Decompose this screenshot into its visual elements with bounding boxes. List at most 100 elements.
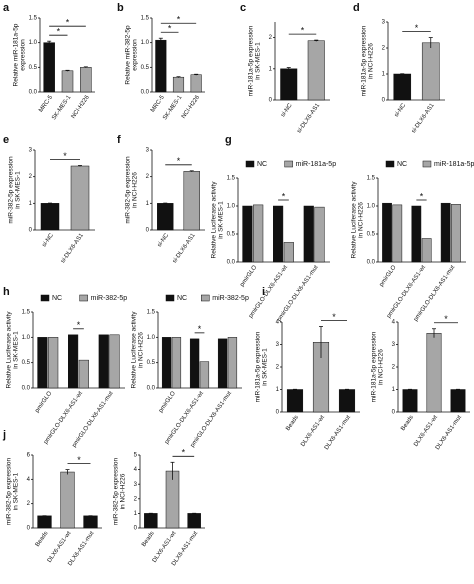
panel-label: b: [117, 2, 124, 14]
bar: [61, 70, 74, 93]
y-tick-label: 0.5: [367, 232, 376, 238]
x-tick-label: Beads: [400, 415, 415, 432]
y-axis-label: miR-382-5p expression: [125, 156, 132, 224]
bar: [80, 67, 92, 93]
panel-label: g: [225, 134, 232, 146]
bar: [338, 389, 356, 413]
significance-label: *: [63, 151, 67, 161]
bar: [451, 204, 461, 263]
x-tick-label: si-DLX6-AS1: [411, 102, 436, 134]
bar: [144, 513, 158, 529]
significance-label: *: [332, 312, 336, 322]
y-axis-label: miR-382-5p expression: [113, 458, 120, 526]
y-axis-label: in NCI-H226: [378, 349, 385, 385]
bar: [183, 171, 200, 231]
x-tick-label: DLX6-AS1-wt: [413, 414, 439, 447]
x-tick-label: si-NC: [157, 232, 171, 248]
y-tick-label: 3: [134, 482, 138, 488]
y-tick-label: 0.5: [141, 65, 150, 71]
bar: [392, 204, 403, 263]
y-tick-label: 3: [382, 20, 386, 26]
y-tick-label: 0.0: [22, 386, 31, 392]
significance-label: *: [77, 455, 81, 465]
x-tick-label: DLX6-AS1-wt: [47, 530, 73, 563]
x-tick-label: si-DLX6-AS1: [60, 232, 85, 264]
significance-label: *: [182, 448, 186, 458]
y-axis-label: Relative miR-181a-5p: [13, 23, 20, 86]
y-tick-label: 1.5: [29, 16, 38, 22]
bar: [199, 361, 210, 389]
bar: [43, 42, 55, 93]
legend-swatch: [201, 294, 210, 302]
bar: [402, 389, 418, 413]
y-axis-label: in NCI-H226: [368, 43, 375, 79]
y-axis-label: miR-181a-5p expression: [248, 25, 255, 96]
bar: [227, 337, 238, 389]
bar: [307, 40, 325, 101]
y-tick-label: 1: [269, 66, 273, 72]
bar: [242, 205, 253, 263]
y-tick-label: 0: [134, 526, 138, 532]
x-tick-label: si-NC: [41, 232, 55, 248]
y-axis-label: in SK-MES-1: [13, 472, 20, 510]
legend-swatch: [284, 160, 293, 168]
y-tick-label: 1: [276, 387, 280, 393]
y-tick-label: 3: [276, 342, 280, 348]
x-tick-label: pmirGLO: [239, 264, 258, 288]
bar: [450, 389, 466, 413]
x-tick-label: NCI-H226: [71, 94, 92, 120]
y-tick-label: 4: [276, 320, 280, 326]
legend-label: NC: [52, 295, 62, 302]
y-tick-label: 6: [27, 453, 31, 459]
legend-swatch: [422, 160, 432, 168]
y-axis-label: Relative Luciferase activity: [211, 181, 218, 259]
bar: [393, 73, 412, 101]
significance-label: *: [66, 18, 70, 28]
bar: [83, 515, 98, 529]
bar: [253, 204, 264, 263]
x-tick-label: si-DLX6-AS1: [172, 232, 197, 264]
bar: [37, 515, 52, 529]
y-tick-label: 2: [146, 174, 150, 180]
y-tick-label: 0.5: [147, 360, 156, 366]
legend-swatch: [385, 160, 395, 168]
y-axis-label: in SK-MES-1: [13, 331, 20, 369]
bar: [382, 202, 392, 263]
y-axis-label: in SK-MES-1: [262, 348, 269, 386]
bar: [60, 471, 75, 529]
significance-label: *: [420, 191, 424, 201]
y-axis-label: miR-382-5p expression: [8, 156, 15, 224]
bar: [190, 74, 202, 93]
x-tick-label: MRC-5: [38, 94, 54, 114]
bar: [40, 203, 60, 231]
significance-label: *: [444, 314, 448, 324]
y-tick-label: 1.0: [141, 40, 150, 46]
y-tick-label: 2: [27, 501, 31, 507]
x-tick-label: Beads: [285, 415, 300, 432]
y-tick-label: 1.5: [227, 176, 236, 182]
x-tick-label: pmirGLO: [379, 264, 398, 288]
y-tick-label: 0.0: [147, 386, 156, 392]
bar: [161, 337, 172, 389]
y-axis-label: Relative miR-382-5p: [125, 25, 132, 85]
y-tick-label: 0: [269, 98, 273, 104]
y-tick-label: 0.0: [367, 260, 376, 266]
y-axis-label: miR-382-5p expression: [6, 458, 13, 526]
x-tick-label: Beads: [141, 531, 156, 548]
y-tick-label: 1.5: [147, 310, 156, 316]
bar: [172, 76, 185, 93]
legend-label: miR-181a-5p: [434, 161, 474, 168]
x-tick-label: pmirGLO: [34, 390, 53, 414]
bar: [78, 359, 89, 389]
x-tick-label: NCI-H226: [181, 94, 202, 120]
y-axis-label: Relative Luciferase activity: [351, 181, 358, 259]
bar: [421, 238, 432, 263]
y-tick-label: 1.5: [141, 16, 150, 22]
bar: [283, 242, 294, 263]
y-axis-label: in NCI-H226: [120, 473, 127, 509]
x-tick-label: DLX6-AS1-wt: [300, 414, 326, 447]
y-tick-label: 1: [29, 201, 33, 207]
y-axis-label: in NCI-H226: [358, 202, 365, 238]
y-tick-label: 2: [269, 35, 273, 41]
